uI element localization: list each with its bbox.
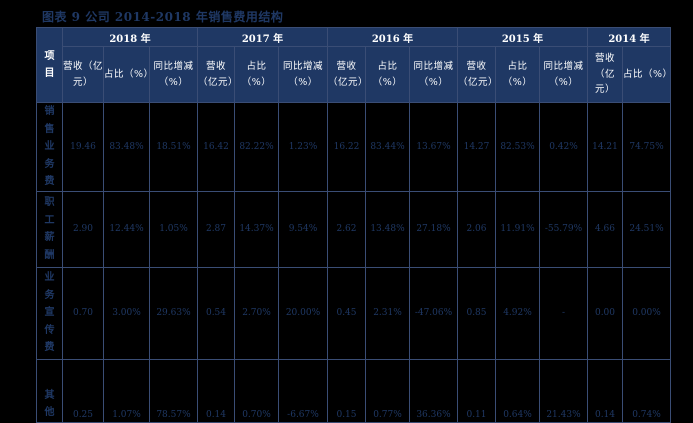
table-cell: 12.44% (103, 190, 150, 268)
row-label: 业务宣传费 (36, 266, 63, 360)
table-cell: 0.45 (327, 266, 366, 360)
year-header: 2017 年 (197, 27, 328, 47)
table-cell: -55.79% (539, 190, 588, 268)
table-cell: 83.48% (103, 102, 150, 192)
item-header: 项目 (36, 27, 63, 103)
table-cell: 2.70% (234, 266, 279, 360)
metric-header-share: 占比（%） (365, 46, 410, 103)
table-cell: 1.05% (149, 190, 198, 268)
table-cell: 24.51% (621, 190, 672, 268)
table-cell: 13.48% (365, 190, 410, 268)
metric-header-share: 占比（%） (234, 46, 279, 103)
table-row: 其他 0.25 1.07% 78.57% 0.14 0.70% -6.67% 0… (36, 358, 672, 423)
table-cell: 36.36% (409, 358, 458, 423)
table-cell: 21.43% (539, 358, 588, 423)
table-cell: 14.37% (234, 190, 279, 268)
table-cell: -6.67% (278, 358, 328, 423)
table-cell: 0.14 (197, 358, 235, 423)
table-cell: 9.54% (278, 190, 328, 268)
metric-header-revenue: 营收（亿元） (62, 46, 104, 103)
table-cell: 20.00% (278, 266, 328, 360)
table-cell: 0.77% (365, 358, 410, 423)
table-cell: 78.57% (149, 358, 198, 423)
metric-header-revenue: 营收（亿元） (327, 46, 366, 103)
row-label: 其他 (36, 358, 63, 423)
year-header: 2014 年 (586, 27, 672, 47)
sales-expense-table: 项目 2018 年 2017 年 2016 年 2015 年 2014 年 营收… (36, 27, 672, 423)
table-cell: 0.00 (587, 266, 623, 360)
table-cell: 0.70% (234, 358, 279, 423)
table-cell: 19.46 (62, 102, 104, 192)
table-cell: 0.85 (457, 266, 496, 360)
table-cell: 0.11 (457, 358, 496, 423)
row-label: 职工薪酬 (36, 190, 63, 268)
table-cell: 0.70 (62, 266, 104, 360)
year-header: 2015 年 (457, 27, 588, 47)
table-cell: 0.54 (197, 266, 235, 360)
table-cell: 1.07% (103, 358, 150, 423)
metric-header-share: 占比（%） (621, 46, 672, 103)
metric-header-yoy: 同比增减（%） (278, 46, 328, 103)
table-row: 职工薪酬 2.90 12.44% 1.05% 2.87 14.37% 9.54%… (36, 190, 672, 268)
table-cell: 2.06 (457, 190, 496, 268)
table-cell: 11.91% (495, 190, 540, 268)
table-cell: 1.23% (278, 102, 328, 192)
table-row: 销售业务费 19.46 83.48% 18.51% 16.42 82.22% 1… (36, 102, 672, 192)
table-cell: 0.14 (587, 358, 623, 423)
metric-header-yoy: 同比增减（%） (149, 46, 198, 103)
table-cell: 74.75% (621, 102, 672, 192)
table-cell: 83.44% (365, 102, 410, 192)
table-cell: 0.25 (62, 358, 104, 423)
table-cell: 14.21 (587, 102, 623, 192)
table-cell: 29.63% (149, 266, 198, 360)
table-cell: 2.31% (365, 266, 410, 360)
table-cell: 13.67% (409, 102, 458, 192)
table-cell: 16.42 (197, 102, 235, 192)
table-cell: 2.62 (327, 190, 366, 268)
row-label: 销售业务费 (36, 102, 63, 192)
table-row: 业务宣传费 0.70 3.00% 29.63% 0.54 2.70% 20.00… (36, 266, 672, 360)
table-cell: 0.42% (539, 102, 588, 192)
table-cell: 82.22% (234, 102, 279, 192)
metric-header-revenue: 营收（亿元） (197, 46, 235, 103)
table-cell: -47.06% (409, 266, 458, 360)
year-header: 2018 年 (62, 27, 198, 47)
table-cell: 0.64% (495, 358, 540, 423)
table-cell: 3.00% (103, 266, 150, 360)
metric-header-revenue: 营收（亿元） (587, 46, 623, 103)
table-cell: - (539, 266, 588, 360)
table-caption: 图表 9 公司 2014-2018 年销售费用结构 (42, 10, 284, 24)
table-cell: 4.92% (495, 266, 540, 360)
metric-header-revenue: 营收（亿元） (457, 46, 496, 103)
table-cell: 2.90 (62, 190, 104, 268)
table-cell: 82.53% (495, 102, 540, 192)
table-cell: 2.87 (197, 190, 235, 268)
table-cell: 18.51% (149, 102, 198, 192)
metric-header-share: 占比（%） (495, 46, 540, 103)
metric-header-yoy: 同比增减（%） (539, 46, 588, 103)
table-cell: 16.22 (327, 102, 366, 192)
table-cell: 4.66 (587, 190, 623, 268)
table-cell: 0.00% (621, 266, 672, 360)
table-cell: 0.74% (621, 358, 672, 423)
table-cell: 0.15 (327, 358, 366, 423)
table-cell: 14.27 (457, 102, 496, 192)
metric-header-share: 占比（%） (103, 46, 150, 103)
table-cell: 27.18% (409, 190, 458, 268)
year-header: 2016 年 (327, 27, 458, 47)
metric-header-yoy: 同比增减（%） (409, 46, 458, 103)
